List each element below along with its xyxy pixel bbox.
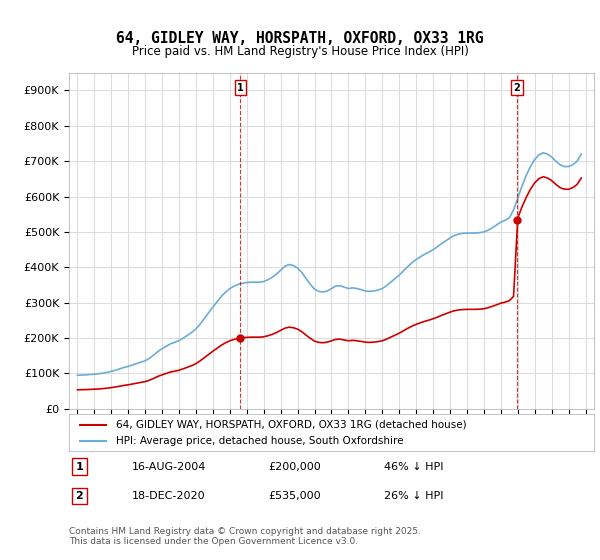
Text: 1: 1	[237, 83, 244, 93]
Text: 2: 2	[76, 491, 83, 501]
Text: 18-DEC-2020: 18-DEC-2020	[132, 491, 206, 501]
Text: £535,000: £535,000	[269, 491, 321, 501]
Text: 64, GIDLEY WAY, HORSPATH, OXFORD, OX33 1RG (detached house): 64, GIDLEY WAY, HORSPATH, OXFORD, OX33 1…	[116, 419, 467, 430]
Text: 16-AUG-2004: 16-AUG-2004	[132, 461, 206, 472]
Text: 64, GIDLEY WAY, HORSPATH, OXFORD, OX33 1RG: 64, GIDLEY WAY, HORSPATH, OXFORD, OX33 1…	[116, 31, 484, 46]
Text: £200,000: £200,000	[269, 461, 321, 472]
Text: Price paid vs. HM Land Registry's House Price Index (HPI): Price paid vs. HM Land Registry's House …	[131, 45, 469, 58]
Text: 1: 1	[76, 461, 83, 472]
Text: 26% ↓ HPI: 26% ↓ HPI	[384, 491, 443, 501]
Text: 46% ↓ HPI: 46% ↓ HPI	[384, 461, 443, 472]
Text: HPI: Average price, detached house, South Oxfordshire: HPI: Average price, detached house, Sout…	[116, 436, 404, 446]
Text: Contains HM Land Registry data © Crown copyright and database right 2025.
This d: Contains HM Land Registry data © Crown c…	[69, 526, 421, 546]
Text: 2: 2	[514, 83, 520, 93]
